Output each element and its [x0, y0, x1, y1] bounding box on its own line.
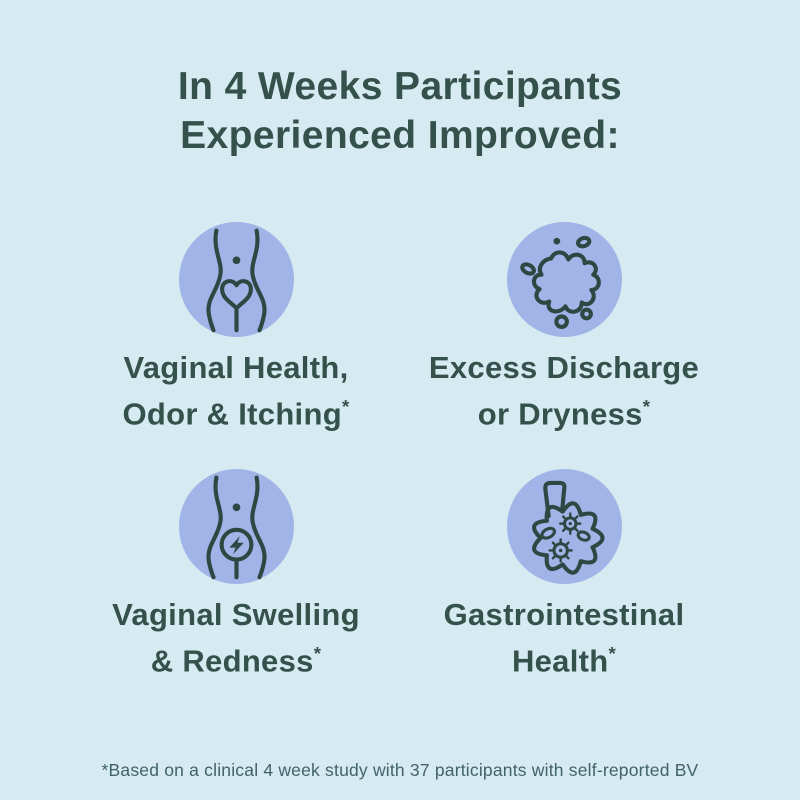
benefit-item-discharge: Excess Discharge or Dryness* [408, 222, 720, 433]
benefit-label: Excess Discharge or Dryness* [428, 350, 700, 432]
benefit-item-swelling: Vaginal Swelling & Redness* [80, 469, 392, 680]
benefit-item-vaginal-health: Vaginal Health, Odor & Itching* [80, 222, 392, 433]
benefits-grid: Vaginal Health, Odor & Itching* Excess Di… [80, 222, 720, 681]
female-body-lightning-icon [178, 469, 294, 585]
page-title-line1: In 4 Weeks Participants [177, 65, 623, 108]
study-footnote: *Based on a clinical 4 week study with 3… [101, 760, 699, 780]
benefit-item-gastrointestinal: Gastrointestinal Health* [408, 469, 720, 680]
page-title: In 4 Weeks Participants Experienced Impro… [0, 0, 800, 160]
benefit-label: Vaginal Health, Odor & Itching* [122, 350, 350, 432]
gut-microbiome-icon [506, 469, 622, 585]
benefit-label: Vaginal Swelling & Redness* [112, 597, 360, 679]
discharge-splat-icon [506, 222, 622, 337]
benefit-label: Gastrointestinal Health* [443, 597, 685, 679]
page-title-line2: Experienced Improved: [180, 114, 620, 157]
female-body-heart-icon [178, 222, 294, 337]
